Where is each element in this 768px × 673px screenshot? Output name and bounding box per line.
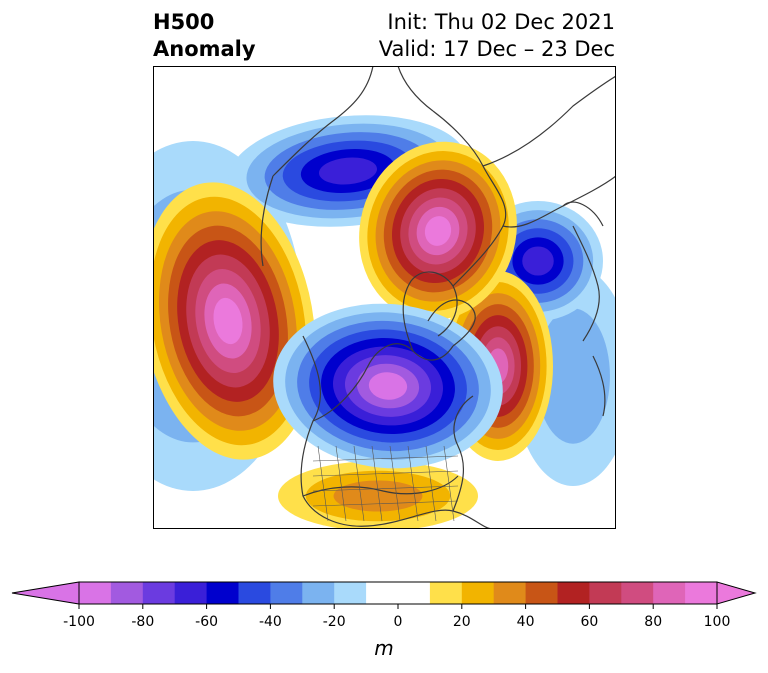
state-border — [443, 445, 455, 522]
title-left: H500 Anomaly — [153, 9, 256, 63]
colorbar-segment — [238, 582, 271, 604]
colorbar-unit: m — [374, 636, 394, 660]
anomaly-contour-band — [368, 372, 408, 400]
colorbar-segment — [653, 582, 686, 604]
state-border — [312, 485, 459, 492]
state-border — [371, 445, 383, 522]
coastline — [302, 475, 459, 497]
anomaly-contour-band — [536, 308, 610, 444]
positive-anomaly-center — [278, 461, 478, 529]
colorbar-segment — [366, 582, 399, 604]
coastline — [397, 66, 434, 112]
colorbar-tick-label: -80 — [131, 614, 154, 630]
coastline — [402, 271, 458, 352]
coastline — [272, 66, 374, 177]
anomaly-contour-band — [522, 246, 554, 276]
colorbar-segment — [589, 582, 622, 604]
colorbar-tick-label: -60 — [195, 614, 218, 630]
coastline — [572, 225, 600, 342]
state-border — [317, 445, 329, 522]
positive-anomaly-center — [153, 182, 316, 460]
colorbar-tick-label: 100 — [704, 614, 731, 630]
anomaly-contour-band — [318, 157, 378, 185]
colorbar-tick-label: -100 — [63, 614, 95, 630]
coastlines-borders — [260, 66, 616, 529]
colorbar-extend-high — [716, 581, 757, 605]
colorbar-tick-label: 20 — [453, 614, 471, 630]
coastline — [562, 201, 604, 227]
anomaly-contour-band — [333, 480, 423, 512]
field-name: H500 — [153, 10, 215, 34]
colorbar-segment — [334, 582, 367, 604]
coastline — [592, 355, 606, 417]
colorbar-extend-low — [11, 581, 80, 605]
coastline — [432, 110, 507, 287]
colorbar-segment — [493, 582, 527, 604]
colorbar-segment — [685, 582, 718, 604]
title-right: Init: Thu 02 Dec 2021 Valid: 17 Dec – 23… — [379, 9, 615, 63]
colorbar-segment — [79, 582, 112, 604]
colorbar-segment — [461, 582, 495, 604]
colorbar-segment — [557, 582, 590, 604]
state-borders — [312, 445, 459, 522]
state-border — [335, 445, 347, 522]
anomaly-contours — [153, 115, 616, 529]
colorbar-segment — [429, 582, 463, 604]
colorbar-tick-label: 80 — [644, 614, 662, 630]
field-type: Anomaly — [153, 37, 256, 61]
negative-anomaly-center — [273, 303, 503, 469]
state-border — [312, 455, 459, 462]
colorbar-tick-label: -20 — [323, 614, 346, 630]
colorbar-segment — [142, 582, 176, 604]
colorbar-segment — [110, 582, 144, 604]
coastline — [502, 175, 616, 228]
state-border — [425, 445, 437, 522]
colorbar-segment — [398, 582, 431, 604]
colorbar: -100 -80 -60 -40 -20 0 20 40 60 80 100 — [11, 581, 757, 630]
colorbar-segment — [621, 582, 654, 604]
coastline — [260, 175, 274, 267]
colorbar-segment — [270, 582, 303, 604]
state-border — [407, 445, 419, 522]
colorbar-tick-label: 0 — [394, 614, 403, 630]
colorbar-tick-label: 40 — [517, 614, 535, 630]
coastline — [312, 343, 454, 422]
colorbar-segment — [174, 582, 208, 604]
state-border — [312, 500, 459, 507]
state-border — [312, 470, 459, 477]
coastline — [482, 75, 616, 167]
colorbar-segment — [206, 582, 239, 604]
colorbar-tick-label: -40 — [259, 614, 282, 630]
colorbar-segment — [302, 582, 335, 604]
colorbar-segment — [525, 582, 558, 604]
state-border — [353, 445, 365, 522]
coastline — [452, 395, 474, 512]
anomaly-contour-band — [213, 297, 243, 345]
init-date: Init: Thu 02 Dec 2021 — [387, 10, 615, 34]
anomaly-map — [153, 66, 616, 529]
valid-range: Valid: 17 Dec – 23 Dec — [378, 37, 615, 61]
anomaly-contour-band — [424, 216, 452, 246]
coastline — [427, 299, 476, 347]
positive-anomaly-center — [359, 141, 517, 321]
colorbar-tick-label: 60 — [580, 614, 598, 630]
